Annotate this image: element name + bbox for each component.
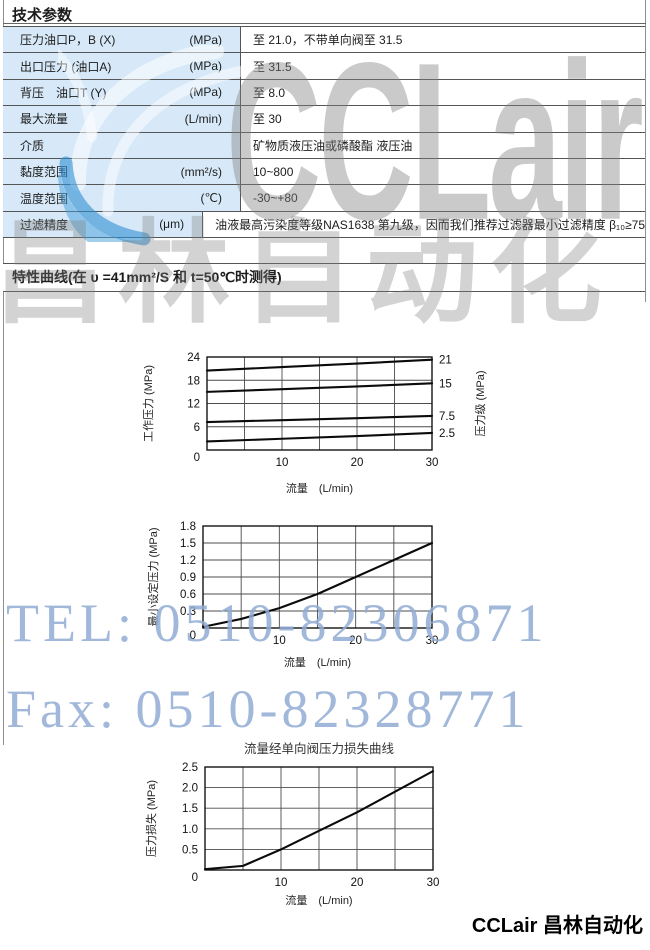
svg-text:压力级 (MPa): 压力级 (MPa)	[474, 371, 487, 437]
svg-text:2.5: 2.5	[439, 428, 455, 440]
param-label: 黏度范围	[3, 158, 160, 185]
svg-text:30: 30	[427, 877, 440, 889]
param-label: 过滤精度	[3, 211, 134, 238]
check-valve-pressure-loss-chart: 0 0.5 1.0 1.5 2.0 2.5 10 20 30 流量 (L/min) 压力损失 (MP…	[144, 741, 440, 907]
working-pressure-vs-flow-chart: 21 15 7.5 2.5 0 6 12 18 24 10 20 30 流量 (L/min) 工作压力 (…	[142, 352, 487, 495]
svg-text:10: 10	[273, 635, 286, 647]
svg-text:0: 0	[190, 630, 196, 642]
param-value: 10~800	[240, 158, 645, 185]
svg-text:2.0: 2.0	[182, 783, 198, 795]
svg-text:30: 30	[426, 457, 439, 469]
svg-text:24: 24	[187, 352, 200, 364]
svg-text:21: 21	[439, 355, 452, 367]
table-row: 温度范围 (℃) -30~+80	[3, 185, 645, 212]
param-unit: (MPa)	[160, 53, 240, 79]
table-row: 背压 油口T (Y) (MPa) 至 8.0	[3, 79, 645, 107]
svg-text:20: 20	[351, 457, 364, 469]
svg-text:流量 (L/min): 流量 (L/min)	[284, 655, 351, 669]
param-unit: (MPa)	[160, 27, 240, 53]
param-label: 温度范围	[3, 185, 160, 211]
svg-text:15: 15	[439, 378, 452, 390]
param-value: 至 30	[240, 106, 645, 132]
param-unit: (℃)	[160, 185, 240, 211]
svg-text:1.5: 1.5	[182, 803, 198, 815]
parameters-table: 压力油口P，B (X) (MPa) 至 21.0，不带单向阀至 31.5 出口压力 (…	[3, 26, 645, 239]
svg-text:10: 10	[276, 457, 289, 469]
param-label: 介质	[3, 132, 160, 158]
param-value: -30~+80	[240, 185, 645, 211]
table-row: 最大流量 (L/min) 至 30	[3, 106, 645, 133]
min-setting-pressure-vs-flow-chart: 0 0.3 0.6 0.9 1.2 1.5 1.8 10 20 30 流量 (L/min) 最小设定压…	[146, 521, 439, 669]
svg-text:20: 20	[349, 635, 362, 647]
page-border-left	[3, 0, 4, 745]
param-unit: (L/min)	[160, 106, 240, 132]
svg-text:0.6: 0.6	[180, 589, 196, 601]
param-label: 压力油口P，B (X)	[3, 27, 160, 53]
table-row: 黏度范围 (mm²/s) 10~800	[3, 158, 645, 186]
svg-text:压力损失 (MPa): 压力损失 (MPa)	[144, 780, 158, 857]
param-unit: (MPa)	[160, 79, 240, 106]
param-value: 矿物质液压油或磷酸酯 液压油	[240, 132, 645, 158]
param-value: 至 21.0，不带单向阀至 31.5	[240, 27, 645, 53]
param-value: 油液最高污染度等级NAS1638 第九级，因而我们推荐过滤器最小过滤精度 β₁₀…	[202, 211, 645, 238]
svg-text:12: 12	[187, 399, 200, 411]
svg-text:30: 30	[426, 635, 439, 647]
param-value: 至 8.0	[240, 79, 645, 106]
footer-brand: CCLair 昌林自动化	[471, 915, 643, 937]
svg-text:流量经单向阀压力损失曲线: 流量经单向阀压力损失曲线	[244, 741, 395, 756]
svg-text:流量 (L/min): 流量 (L/min)	[286, 481, 353, 495]
param-label: 最大流量	[3, 106, 160, 132]
section-title-characteristic-curves: 特性曲线(在 υ =41mm²/S 和 t=50℃时测得)	[3, 263, 645, 292]
svg-text:0.5: 0.5	[182, 844, 198, 856]
svg-text:0: 0	[192, 872, 198, 884]
param-unit: (μm)	[133, 211, 203, 238]
title-divider	[3, 23, 646, 24]
param-label: 出口压力 (油口A)	[3, 53, 160, 79]
svg-text:20: 20	[351, 877, 364, 889]
svg-text:1.5: 1.5	[180, 538, 196, 550]
fax-watermark: Fax: 0510-82328771	[6, 679, 530, 739]
svg-text:2.5: 2.5	[182, 762, 198, 774]
svg-text:流量 (L/min): 流量 (L/min)	[285, 893, 352, 907]
svg-text:最小设定压力 (MPa): 最小设定压力 (MPa)	[146, 528, 160, 627]
svg-text:18: 18	[187, 375, 200, 387]
param-value: 至 31.5	[240, 53, 645, 79]
param-label: 背压 油口T (Y)	[3, 79, 160, 106]
table-row: 出口压力 (油口A) (MPa) 至 31.5	[3, 53, 645, 80]
table-row: 过滤精度 (μm) 油液最高污染度等级NAS1638 第九级，因而我们推荐过滤器最小…	[3, 211, 645, 239]
svg-text:6: 6	[194, 422, 200, 434]
svg-text:1.8: 1.8	[180, 521, 196, 533]
page-border-right	[645, 0, 646, 302]
svg-text:1.2: 1.2	[180, 555, 196, 567]
param-unit: (mm²/s)	[160, 158, 240, 185]
param-unit	[160, 132, 240, 158]
svg-text:0.3: 0.3	[180, 606, 196, 618]
svg-text:1.0: 1.0	[182, 824, 198, 836]
svg-text:10: 10	[275, 877, 288, 889]
svg-text:0.9: 0.9	[180, 572, 196, 584]
svg-text:7.5: 7.5	[439, 411, 455, 423]
table-row: 介质 矿物质液压油或磷酸酯 液压油	[3, 132, 645, 159]
section-title-technical-parameters: 技术参数	[12, 7, 73, 24]
svg-text:0: 0	[194, 452, 200, 464]
svg-text:工作压力 (MPa): 工作压力 (MPa)	[142, 365, 155, 442]
table-row: 压力油口P，B (X) (MPa) 至 21.0，不带单向阀至 31.5	[3, 27, 645, 54]
